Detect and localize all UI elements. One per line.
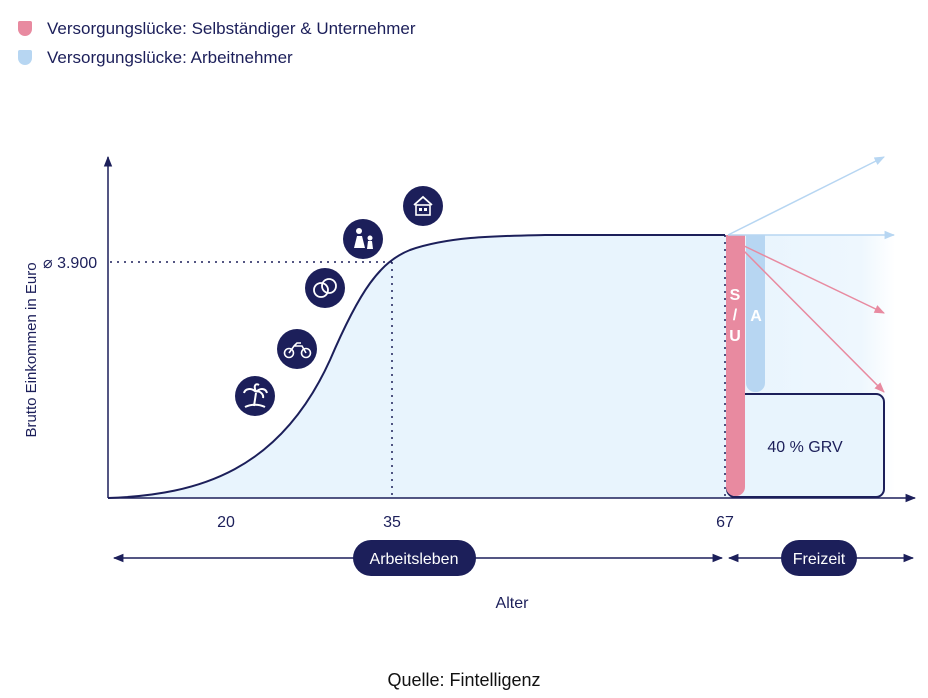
x-tick-label: 35 (383, 514, 401, 531)
x-tick-label: 67 (716, 514, 734, 531)
gap-bar-selbstaendiger-label: S (730, 287, 741, 304)
income-curve (107, 234, 725, 499)
source-note: Quelle: Fintelligenz (387, 670, 541, 690)
legend-item-arbeitnehmer: Versorgungslücke: Arbeitnehmer (18, 43, 416, 72)
legend-item-selbstaendiger: Versorgungslücke: Selbständiger & Untern… (18, 14, 416, 43)
projection-arrow-up (727, 156, 885, 236)
gap-bar-selbstaendiger-label: / (733, 307, 738, 324)
phase-label-work: Arbeitsleben (370, 551, 459, 568)
gap-bar-selbstaendiger-label: U (729, 328, 741, 345)
gap-bar-arbeitnehmer (746, 235, 765, 392)
house-icon (403, 186, 443, 226)
legend-swatch-pink (18, 21, 32, 36)
family-icon (343, 219, 383, 259)
y-axis-label: Brutto Einkommen in Euro (23, 262, 40, 437)
motorcycle-icon (277, 329, 317, 369)
pension-box-label: 40 % GRV (767, 439, 843, 456)
phase-pill-work (353, 540, 476, 576)
legend: Versorgungslücke: Selbständiger & Untern… (18, 14, 416, 72)
projection-arrow-down-steep (739, 246, 885, 393)
projection-arrow-down (739, 243, 885, 314)
gap-bar-arbeitnehmer-label: A (750, 308, 762, 325)
income-chart: Brutto Einkommen in Euro ⌀ 3.900 20 35 6… (23, 155, 917, 612)
legend-label: Versorgungslücke: Selbständiger & Untern… (47, 18, 416, 38)
x-tick-label: 20 (217, 514, 235, 531)
wedding-rings-icon (305, 268, 345, 308)
avg-income-label: ⌀ 3.900 (43, 255, 97, 272)
legend-label: Versorgungslücke: Arbeitnehmer (47, 47, 293, 67)
phase-label-leisure: Freizeit (793, 551, 846, 568)
gap-bar-selbstaendiger (726, 235, 745, 496)
palm-tree-icon (235, 376, 275, 416)
income-area (108, 235, 725, 498)
x-axis-label: Alter (496, 595, 530, 612)
phase-pill-leisure (781, 540, 857, 576)
legend-swatch-blue (18, 50, 32, 65)
gap-bar-arbeitnehmer-top (746, 235, 765, 247)
